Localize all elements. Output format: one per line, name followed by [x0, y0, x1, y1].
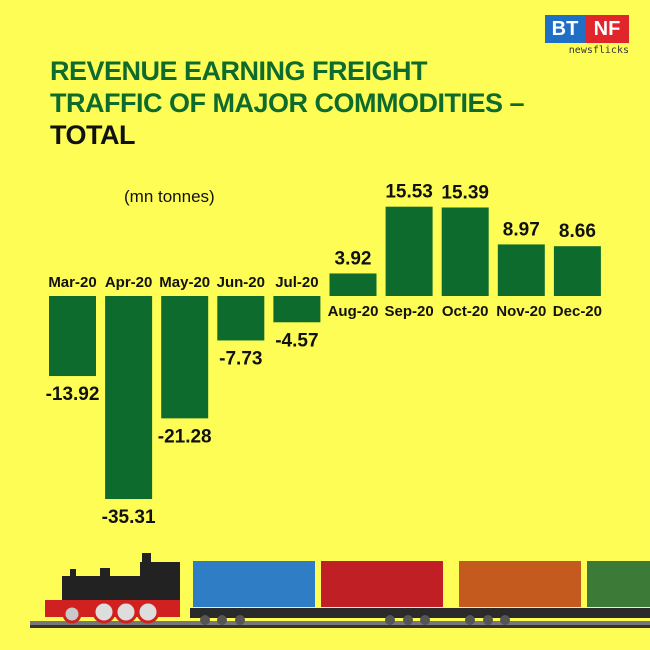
unit-label: (mn tonnes) — [124, 187, 215, 206]
bar-Nov-20 — [497, 244, 545, 296]
logo: BT NF newsflicks — [545, 15, 629, 56]
bar-Sep-20 — [385, 206, 433, 296]
category-label: Oct-20 — [442, 303, 489, 320]
chart-title: REVENUE EARNING FREIGHT TRAFFIC OF MAJOR… — [50, 55, 525, 151]
rail-track-icon — [30, 621, 650, 628]
freight-wagons-icon — [190, 561, 650, 625]
value-label: -35.31 — [102, 507, 156, 528]
title-line-2: TRAFFIC OF MAJOR COMMODITIES – — [50, 88, 525, 118]
value-label: 15.39 — [441, 183, 489, 204]
category-label: Dec-20 — [553, 303, 602, 320]
logo-bt: BT — [545, 15, 585, 43]
category-label: Aug-20 — [328, 303, 379, 320]
bar-Dec-20 — [553, 246, 601, 296]
bar-Jun-20 — [217, 296, 265, 341]
title-line-3: TOTAL — [50, 120, 136, 150]
value-label: -13.92 — [46, 384, 100, 405]
category-label: Jun-20 — [217, 274, 265, 291]
category-label: Nov-20 — [496, 303, 546, 320]
value-label: 3.92 — [335, 248, 372, 269]
value-label: 8.66 — [559, 221, 596, 242]
category-label: Mar-20 — [48, 274, 96, 291]
value-label: 15.53 — [385, 182, 433, 203]
value-label: -7.73 — [219, 348, 262, 369]
value-label: -21.28 — [158, 426, 212, 447]
category-label: Jul-20 — [275, 274, 318, 291]
category-label: Sep-20 — [384, 303, 433, 320]
title-line-1: REVENUE EARNING FREIGHT — [50, 56, 428, 86]
bar-Mar-20 — [49, 296, 96, 377]
bar-Oct-20 — [441, 207, 489, 296]
value-label: 8.97 — [503, 219, 540, 240]
bar-Aug-20 — [329, 273, 377, 296]
category-label: Apr-20 — [105, 274, 153, 291]
category-label: May-20 — [159, 274, 210, 291]
steam-locomotive-icon — [45, 553, 180, 624]
bar-Jul-20 — [273, 296, 321, 323]
bar-Apr-20 — [105, 296, 153, 500]
value-label: -4.57 — [275, 330, 318, 351]
bar-May-20 — [161, 296, 209, 419]
logo-tagline: newsflicks — [568, 45, 629, 56]
logo-nf: NF — [585, 15, 629, 43]
